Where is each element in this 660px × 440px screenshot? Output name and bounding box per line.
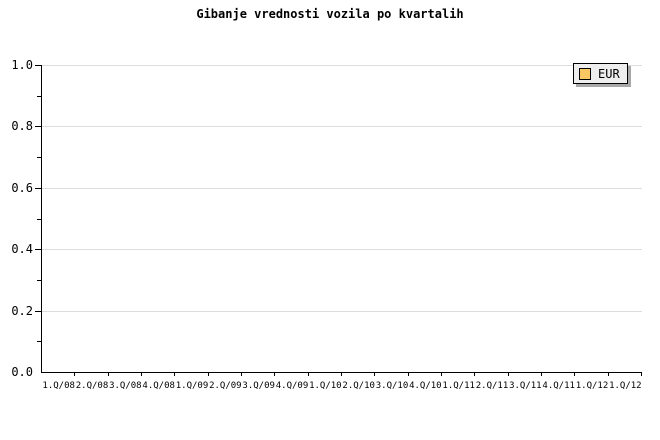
x-tick-label: 3.Q/08: [109, 381, 142, 391]
y-major-tick: [35, 311, 41, 312]
y-tick-label: 0.2: [11, 304, 33, 318]
x-tick: [608, 372, 609, 376]
x-tick-label: 4.Q/10: [409, 381, 442, 391]
y-major-tick: [35, 249, 41, 250]
x-tick-label: 3.Q/09: [242, 381, 275, 391]
y-gridline: [42, 188, 642, 189]
y-minor-tick: [37, 219, 41, 220]
y-tick-label: 0.6: [11, 181, 33, 195]
x-tick-label: 1.Q/10: [309, 381, 342, 391]
y-gridline: [42, 126, 642, 127]
x-tick: [141, 372, 142, 376]
x-tick: [574, 372, 575, 376]
x-tick-label: 4.Q/08: [142, 381, 175, 391]
legend: EUR: [573, 63, 628, 84]
x-tick-label: 1.Q/12: [609, 381, 642, 391]
x-tick: [308, 372, 309, 376]
y-gridline: [42, 311, 642, 312]
y-tick-label: 0.8: [11, 119, 33, 133]
x-tick-label: 3.Q/11: [509, 381, 542, 391]
x-tick: [441, 372, 442, 376]
x-tick: [408, 372, 409, 376]
x-tick-label: 4.Q/11: [542, 381, 575, 391]
x-tick-label: 2.Q/09: [209, 381, 242, 391]
y-minor-tick: [37, 280, 41, 281]
y-gridline: [42, 65, 642, 66]
x-tick-label: 1.Q/11: [442, 381, 475, 391]
legend-label-eur: EUR: [598, 66, 620, 81]
x-tick-label: 3.Q/10: [375, 381, 409, 391]
y-major-tick: [35, 188, 41, 189]
x-tick: [74, 372, 75, 376]
x-tick-label: 4.Q/09: [275, 381, 309, 391]
chart-title: Gibanje vrednosti vozila po kvartalih: [196, 7, 464, 21]
x-tick: [108, 372, 109, 376]
y-gridline: [42, 249, 642, 250]
y-minor-tick: [37, 341, 41, 342]
x-tick: [274, 372, 275, 376]
x-tick-label: 1.Q/12: [575, 381, 609, 391]
x-tick-label: 2.Q/11: [475, 381, 509, 391]
x-tick: [208, 372, 209, 376]
y-tick-label: 0.4: [11, 242, 33, 256]
x-tick-label: 1.Q/09: [175, 381, 209, 391]
x-tick: [174, 372, 175, 376]
y-minor-tick: [37, 96, 41, 97]
legend-swatch-eur: [579, 67, 591, 80]
x-tick: [541, 372, 542, 376]
x-tick: [508, 372, 509, 376]
plot-area: 0.0 0.2 0.4 0.6 0.8 1.0 1.Q/08 2.Q/08 3.Q/08 4.Q…: [11, 59, 642, 391]
y-major-tick: [35, 65, 41, 66]
x-tick-label: 2.Q/08: [75, 381, 109, 391]
y-minor-tick: [37, 157, 41, 158]
x-tick: [241, 372, 242, 376]
y-tick-label: 0.0: [11, 365, 33, 379]
y-tick-label: 1.0: [11, 58, 33, 72]
y-major-tick: [35, 126, 41, 127]
x-tick: [474, 372, 475, 376]
x-tick-label: 2.Q/10: [342, 381, 375, 391]
x-tick: [341, 372, 342, 376]
x-tick: [641, 372, 642, 376]
x-tick: [374, 372, 375, 376]
x-tick-label: 1.Q/08: [42, 381, 75, 391]
